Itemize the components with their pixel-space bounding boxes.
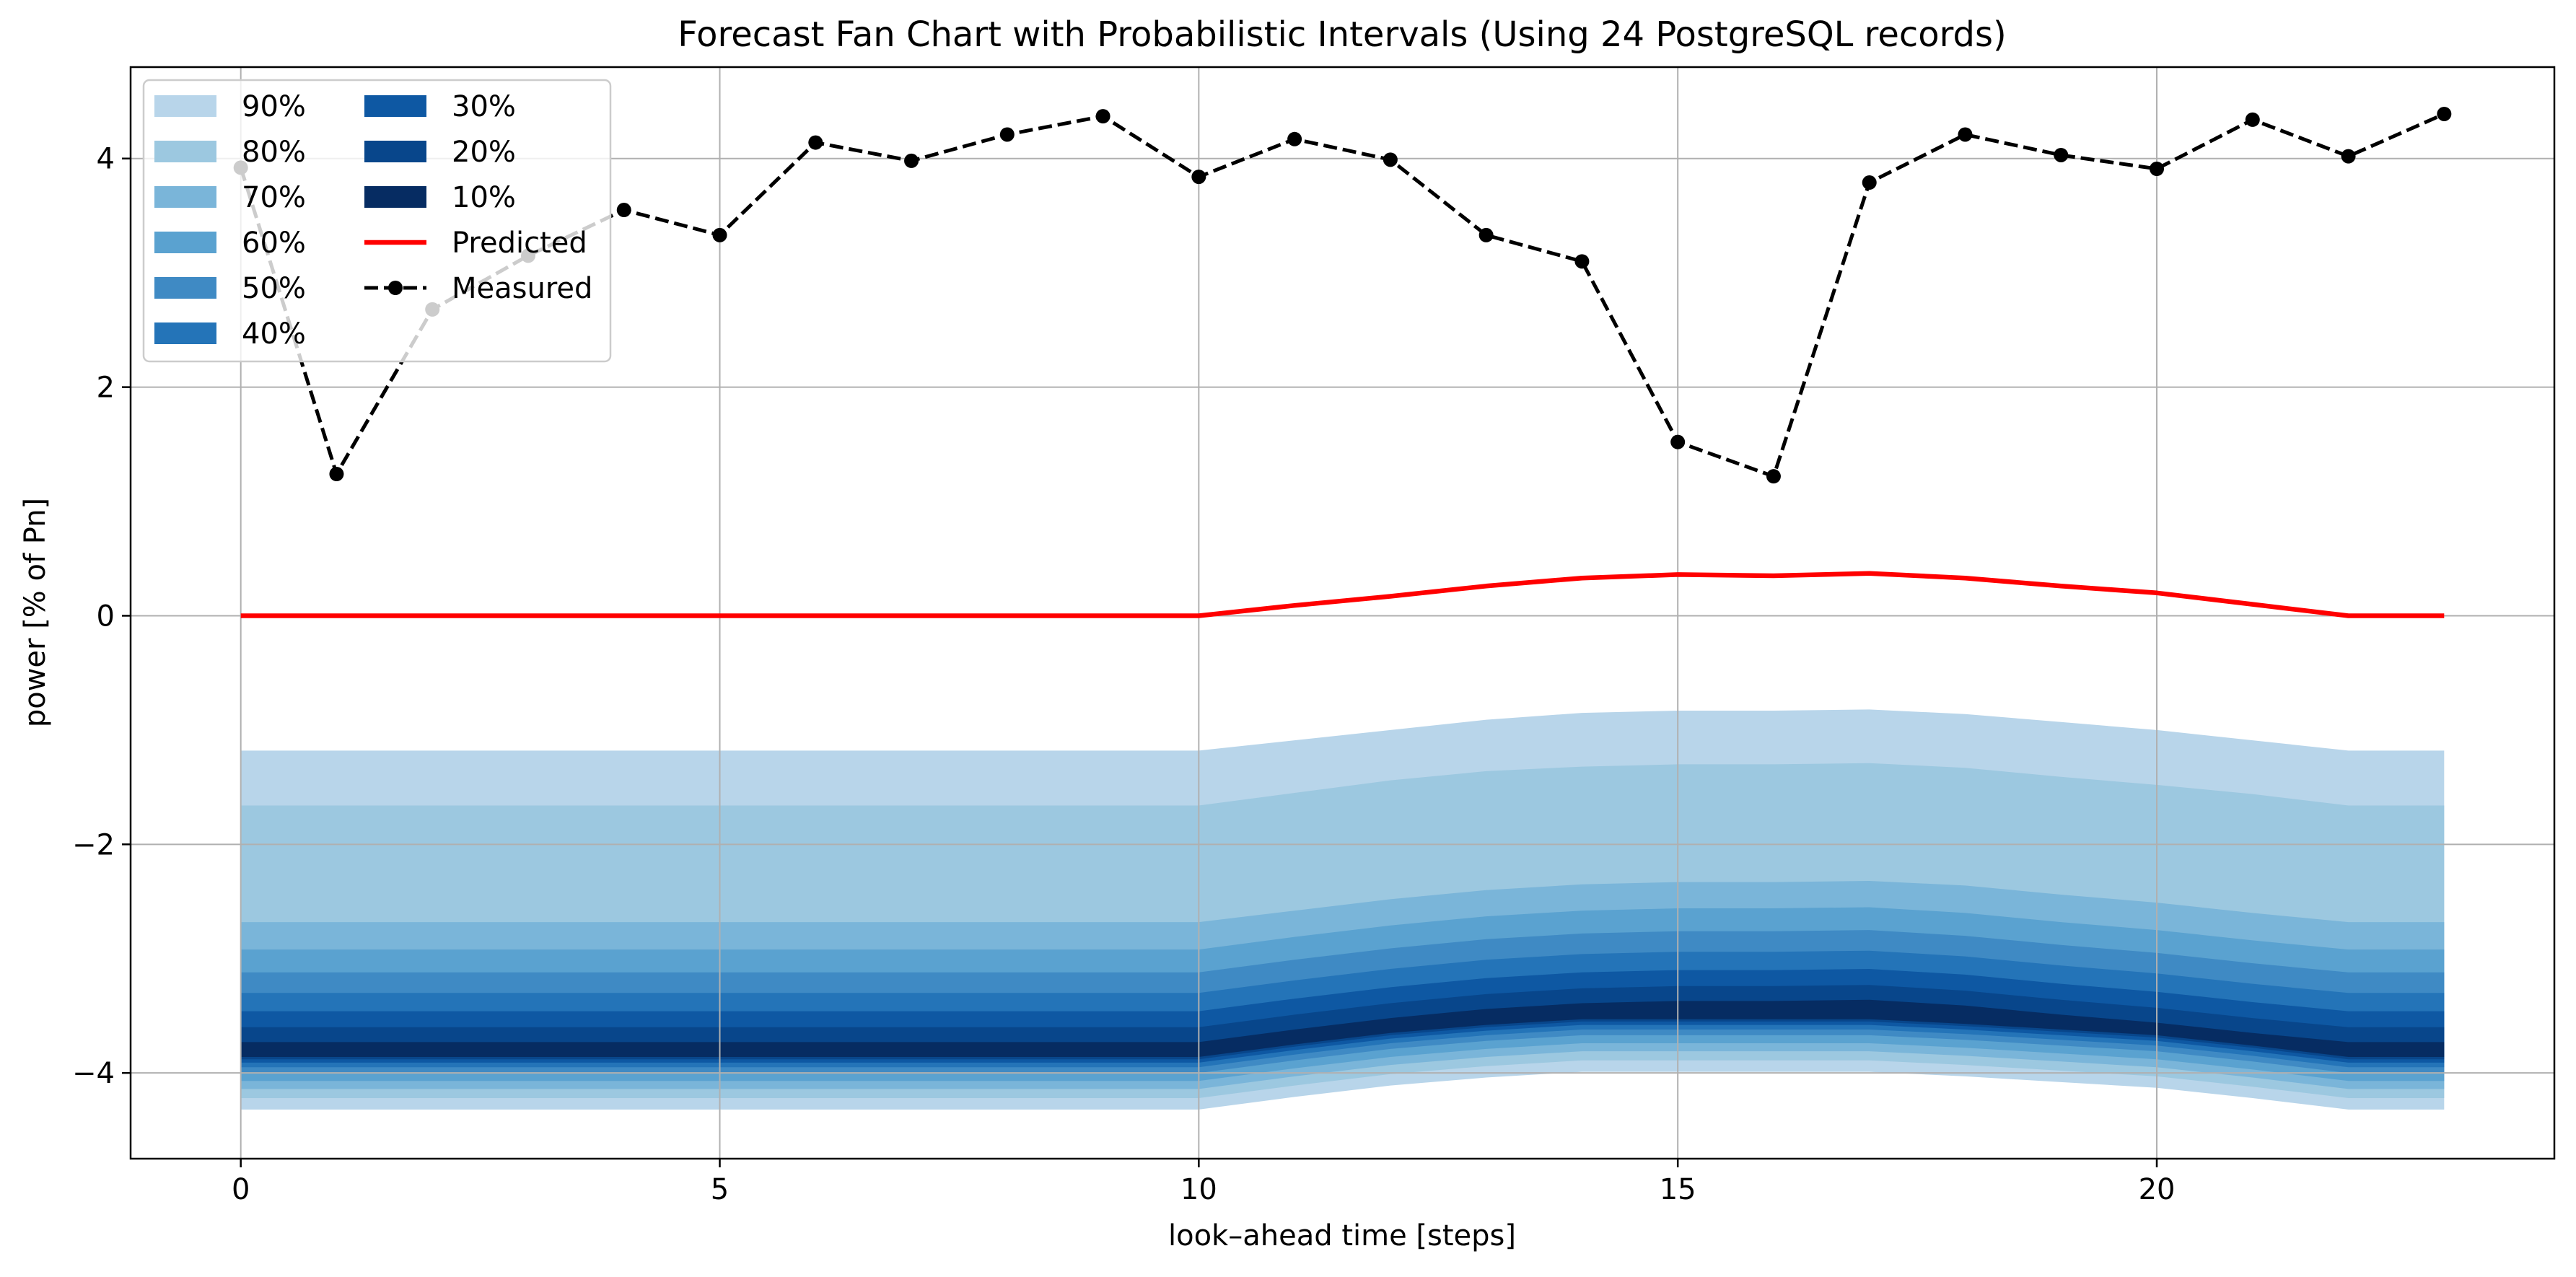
legend-swatch [364, 186, 426, 208]
x-tick-label: 0 [232, 1173, 250, 1206]
x-tick-label: 20 [2139, 1173, 2176, 1206]
measured-point [1574, 254, 1590, 269]
axis-ticks: 0 5 10 15 20 −4 −2 0 2 4 [72, 143, 2175, 1206]
measured-point [999, 127, 1015, 142]
measured-point [808, 135, 823, 150]
measured-point [1095, 109, 1110, 124]
band-10pct [240, 999, 2445, 1057]
y-axis-label: power [% of Pn] [19, 498, 52, 727]
x-axis-label: look–ahead time [steps] [1168, 1219, 1516, 1252]
measured-point [1478, 227, 1494, 242]
measured-point [1670, 434, 1686, 449]
y-tick-label: −2 [72, 828, 115, 861]
y-tick-label: 4 [97, 143, 115, 176]
legend: 90% 80% 70% 60% 50% 40% 30% 20% 10% Predicted Meas… [142, 79, 612, 363]
x-tick-label: 15 [1660, 1173, 1696, 1206]
x-tick-label: 5 [711, 1173, 729, 1206]
legend-swatch [154, 232, 216, 253]
legend-label: 70% [242, 181, 306, 214]
x-tick-label: 10 [1180, 1173, 1217, 1206]
legend-swatch [154, 277, 216, 299]
y-tick-label: −4 [72, 1057, 115, 1090]
legend-label: 50% [242, 272, 306, 305]
measured-point [1191, 170, 1206, 185]
measured-point [2245, 112, 2260, 127]
legend-label: 90% [242, 90, 306, 123]
legend-swatch [364, 95, 426, 117]
y-tick-label: 2 [97, 372, 115, 405]
plot-frame [129, 66, 2556, 1160]
measured-point [1383, 152, 1398, 167]
legend-label: Predicted [452, 227, 587, 260]
legend-swatch [364, 141, 426, 162]
measured-point [2150, 162, 2165, 177]
measured-point [616, 203, 631, 218]
measured-point [904, 153, 919, 168]
legend-swatch [154, 95, 216, 117]
measured-point [1287, 131, 1302, 146]
legend-label: 20% [452, 136, 516, 169]
legend-label: 10% [452, 181, 516, 214]
measured-point [1862, 175, 1877, 190]
measured-point [1958, 127, 1973, 142]
interval-bands [240, 709, 2445, 1110]
measured-point [712, 227, 727, 242]
chart-title: Forecast Fan Chart with Probabilistic In… [678, 14, 2006, 55]
measured-point [2341, 149, 2356, 164]
legend-label: Measured [452, 272, 592, 305]
legend-swatch [154, 186, 216, 208]
legend-marker [388, 281, 403, 295]
legend-box [142, 79, 612, 363]
legend-label: 30% [452, 90, 516, 123]
predicted-line [240, 571, 2445, 618]
legend-swatch [154, 141, 216, 162]
legend-swatch [154, 322, 216, 344]
legend-label: 60% [242, 227, 306, 260]
measured-point [329, 467, 344, 482]
measured-point [2054, 147, 2069, 162]
measured-point [1766, 469, 1781, 484]
y-tick-label: 0 [97, 600, 115, 633]
legend-label: 40% [242, 317, 306, 351]
measured-point [2437, 106, 2452, 121]
legend-label: 80% [242, 136, 306, 169]
